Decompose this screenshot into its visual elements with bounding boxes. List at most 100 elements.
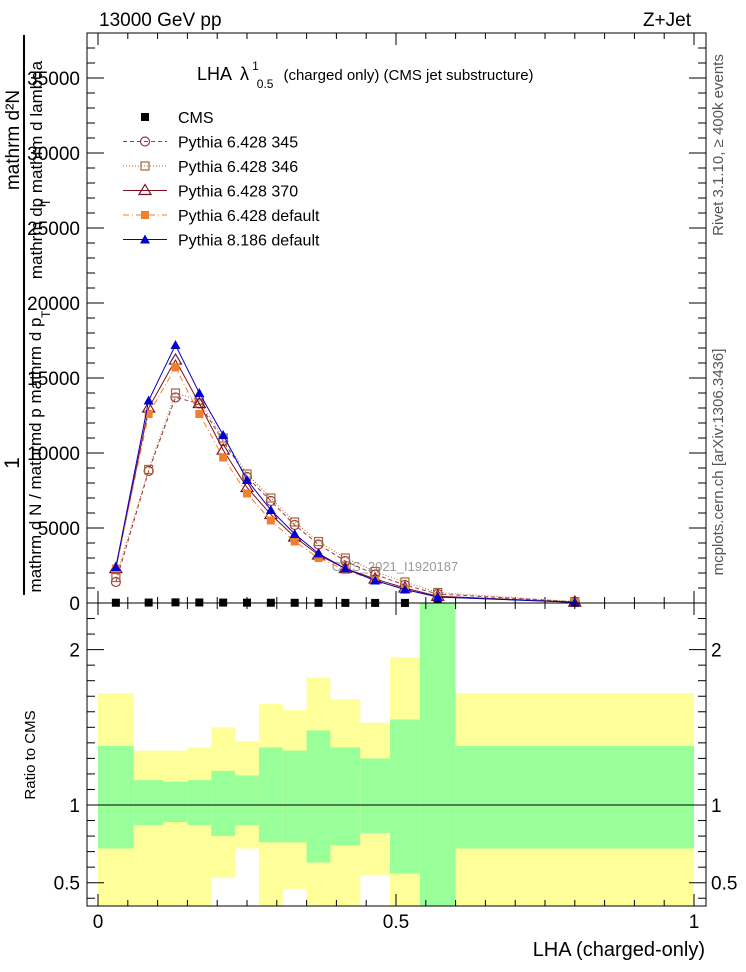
data-point <box>218 430 229 439</box>
ylabel-one: 1 <box>1 457 24 469</box>
data-point <box>144 410 153 418</box>
ratio-y-axis-label: Ratio to CMS <box>22 710 39 799</box>
data-point <box>399 584 410 594</box>
main-y-tick-label: 35000 <box>27 69 80 90</box>
energy-label: 13000 GeV pp <box>99 10 222 31</box>
ratio-bands <box>87 603 706 906</box>
main-y-tick-label: 10000 <box>27 444 80 465</box>
legend-entry: Pythia 6.428 default <box>123 208 320 225</box>
title-rest: (charged only) (CMS jet substructure) <box>283 67 533 84</box>
legend-marker <box>137 183 153 196</box>
main-y-tick-label: 30000 <box>27 144 80 165</box>
x-tick-label: 0 <box>93 912 104 933</box>
legend-marker <box>141 211 149 219</box>
data-point <box>290 537 299 546</box>
data-point <box>171 363 180 372</box>
data-point <box>266 516 275 525</box>
ratio-band-inner <box>187 780 212 826</box>
data-point <box>432 592 443 601</box>
title-lha: LHA <box>197 64 232 84</box>
ratio-y-tick-label: 1 <box>69 796 80 817</box>
data-point <box>265 505 276 514</box>
legend-label: Pythia 6.428 346 <box>178 159 298 176</box>
legend-entry: Pythia 6.428 346 <box>123 159 298 176</box>
ratio-band-inner <box>258 747 283 843</box>
x-axis-label: LHA (charged-only) <box>533 939 705 961</box>
data-point <box>219 453 228 462</box>
legend-label: Pythia 6.428 370 <box>178 184 298 201</box>
mcplots-label: mcplots.cern.ch [arXiv:1306.3436] <box>710 349 727 576</box>
series-pythia-8-186-default <box>110 340 580 607</box>
legend-label: CMS <box>178 110 214 127</box>
main-y-tick-label: 25000 <box>27 219 80 240</box>
data-point <box>243 489 251 498</box>
main-y-axis-label: mathrm d²N mathrm dp mathrm d lambda T m… <box>1 35 53 595</box>
legend-label: Pythia 8.186 default <box>178 233 320 250</box>
ratio-y-tick-label-right: 0.5 <box>711 874 737 895</box>
data-point <box>290 517 300 527</box>
data-point <box>111 572 121 583</box>
ratio-band-outer <box>163 750 188 906</box>
main-y-ticks: 0 5000 10000 15000 20000 25000 30000 35000 <box>27 47 706 615</box>
rivet-label: Rivet 3.1.10, ≥ 400k events <box>710 54 727 236</box>
ratio-y-tick-label-right: 2 <box>711 641 722 662</box>
main-x-ticks <box>97 33 695 603</box>
ratio-y-tick-label: 2 <box>69 641 80 662</box>
ratio-panel: 0.5 0.5 1 1 2 2 0 0.5 1 <box>54 602 737 933</box>
legend-marker <box>141 113 149 121</box>
data-point <box>192 396 207 409</box>
data-point <box>289 529 300 538</box>
x-tick-label: 1 <box>689 912 700 933</box>
ratio-band-inner <box>282 750 307 843</box>
ratio-band-inner <box>306 730 331 863</box>
legend-marker <box>139 136 151 147</box>
process-label: Z+Jet <box>643 10 692 31</box>
data-point <box>144 464 154 475</box>
legend-marker <box>140 234 150 244</box>
data-point <box>195 598 204 607</box>
main-panel: 0 5000 10000 15000 20000 25000 30000 35000 CMS_… <box>27 32 707 615</box>
ylabel-numerator-sub: mathrm dp mathrm d lambda <box>27 60 46 279</box>
main-y-tick-label: 20000 <box>27 294 80 315</box>
title-sup: 1 <box>252 59 259 73</box>
series-line <box>115 343 575 603</box>
analysis-watermark: CMS_2021_I1920187 <box>332 559 459 574</box>
series-line <box>115 366 575 603</box>
ratio-band-outer <box>187 747 212 906</box>
ylabel-denominator: mathrm d N / mathrmd p mathrm d p <box>26 318 45 593</box>
data-point <box>143 395 154 405</box>
data-point <box>370 575 381 585</box>
legend-label: Pythia 6.428 default <box>178 208 320 225</box>
ratio-ticks: 0.5 0.5 1 1 2 2 0 0.5 1 <box>54 603 737 933</box>
data-point <box>110 562 121 571</box>
ratio-band-inner <box>419 603 456 906</box>
data-point <box>340 563 351 573</box>
data-point <box>171 598 180 607</box>
ratio-band-inner <box>390 719 420 874</box>
legend-label: Pythia 6.428 345 <box>178 135 298 152</box>
ratio-y-tick-label: 0.5 <box>54 874 80 895</box>
data-point <box>170 340 181 349</box>
data-point <box>314 554 323 562</box>
ratio-band-outer <box>133 750 164 906</box>
legend-entry: Pythia 8.186 default <box>123 233 320 250</box>
main-y-tick-label: 5000 <box>38 519 80 540</box>
data-point <box>194 388 205 397</box>
data-point <box>266 493 276 503</box>
ratio-band-inner <box>163 781 188 823</box>
ratio-band-inner <box>455 745 694 849</box>
plot-title: LHA λ 1 0.5 (charged only) (CMS jet subs… <box>197 54 534 92</box>
legend: CMS Pythia 6.428 345 Pythia 6.428 346 Pythi… <box>123 110 320 250</box>
data-point <box>242 475 252 484</box>
ratio-band-inner <box>98 745 134 849</box>
data-point <box>195 410 204 418</box>
data-point <box>170 388 181 398</box>
legend-entry: Pythia 6.428 370 <box>123 183 298 201</box>
ylabel-denominator-sub: T <box>39 310 53 318</box>
legend-entry: CMS <box>141 110 214 127</box>
title-lambda: λ <box>240 64 249 84</box>
ylabel-numerator: mathrm d²N <box>3 90 24 190</box>
main-y-tick-label: 15000 <box>27 369 80 390</box>
data-point <box>313 548 324 558</box>
